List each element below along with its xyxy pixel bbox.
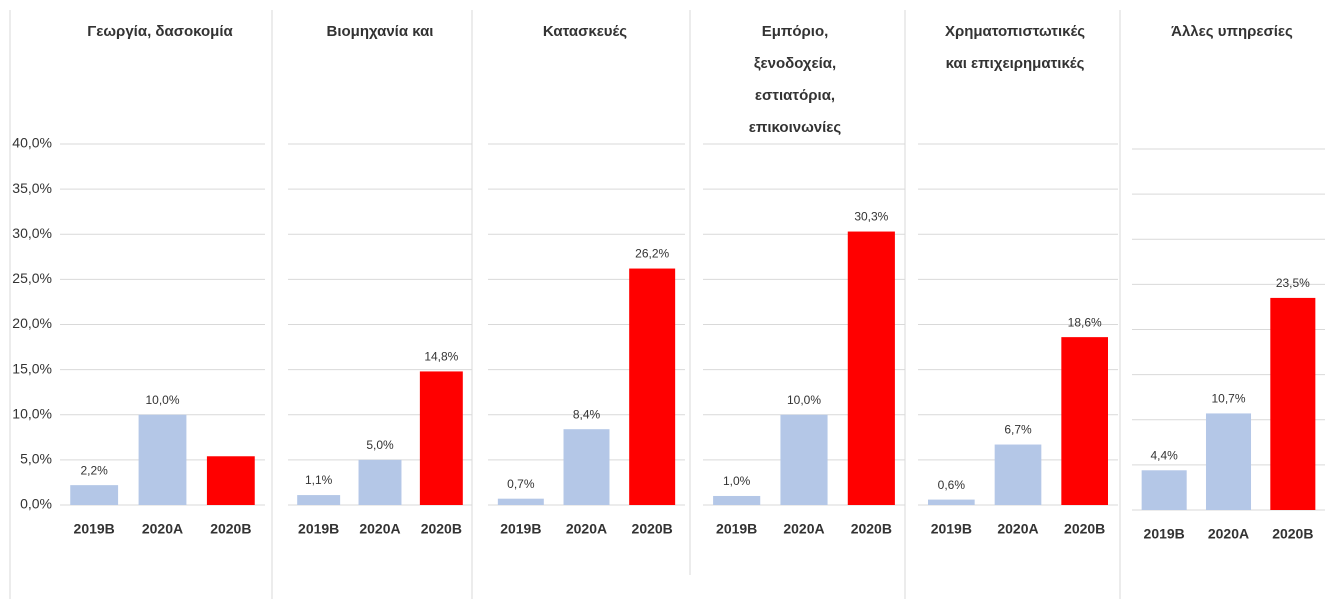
x-tick-label: 2020B [1064,521,1105,537]
y-tick-label: 35,0% [12,180,52,196]
data-label: 18,6% [1068,315,1102,329]
bar [780,414,828,505]
x-tick-label: 2019B [74,521,115,537]
y-tick-label: 15,0% [12,360,52,376]
data-label: 5,0% [366,438,394,452]
data-label: 30,3% [854,210,888,224]
bar [1141,470,1187,510]
x-tick-label: 2020B [1272,526,1313,542]
x-tick-label: 2019B [298,521,339,537]
data-label: 6,7% [1004,423,1032,437]
bar [70,485,119,505]
data-label: 10,7% [1211,392,1245,406]
bar [928,499,975,505]
x-tick-label: 2020B [851,521,892,537]
y-tick-label: 30,0% [12,225,52,241]
panel-title: Βιομηχανία και [327,23,434,40]
x-tick-label: 2019B [716,521,757,537]
x-tick-label: 2020A [1208,526,1249,542]
panel-title: και επιχειρηματικές [946,55,1085,72]
data-label: 4,4% [1150,448,1178,462]
x-tick-label: 2020A [997,521,1038,537]
panel-title: εστιατόρια, [755,87,835,104]
x-tick-label: 2019B [931,521,972,537]
data-label: 10,0% [145,393,179,407]
x-tick-label: 2020B [210,521,251,537]
data-label: 0,7% [507,477,535,491]
bar [847,231,895,506]
data-label: 2,2% [80,463,108,477]
panel-title: επικοινωνίες [749,119,842,136]
x-tick-label: 2020A [566,521,607,537]
data-label: 1,1% [305,473,333,487]
panel-title: Χρηματοπιστωτικές [945,23,1085,40]
x-tick-label: 2020B [632,521,673,537]
panel-title: Κατασκευές [543,23,627,40]
y-tick-label: 5,0% [20,451,52,467]
data-label: 0,6% [938,478,966,492]
y-tick-label: 25,0% [12,270,52,286]
bar [206,456,255,505]
y-tick-label: 20,0% [12,315,52,331]
data-label: 8,4% [573,407,601,421]
bar [1061,337,1108,505]
bar [629,268,676,505]
data-label: 1,0% [723,474,751,488]
x-tick-label: 2019B [1144,526,1185,542]
panel-title: Άλλες υπηρεσίες [1171,23,1293,40]
data-label: 14,8% [424,350,458,364]
x-tick-label: 2020A [142,521,183,537]
bar [419,371,463,505]
data-label: 10,0% [787,393,821,407]
bar [563,429,610,505]
bar [1270,297,1316,510]
data-label: 26,2% [635,247,669,261]
bar [358,459,402,505]
panel-title: Εμπόριο, [762,23,829,40]
bar [497,498,544,505]
x-tick-label: 2020B [421,521,462,537]
bar [138,414,187,505]
panel-title: ξενοδοχεία, [754,55,836,72]
x-tick-label: 2020A [359,521,400,537]
y-tick-label: 0,0% [20,496,52,512]
bar [1205,413,1252,510]
panel-title: Γεωργία, δασοκομία [87,23,233,40]
bar [297,495,341,505]
bar [713,495,761,505]
bar [994,444,1042,505]
data-label: 23,5% [1276,276,1310,290]
x-tick-label: 2019B [500,521,541,537]
y-tick-label: 40,0% [12,135,52,151]
y-tick-label: 10,0% [12,405,52,421]
x-tick-label: 2020A [783,521,824,537]
